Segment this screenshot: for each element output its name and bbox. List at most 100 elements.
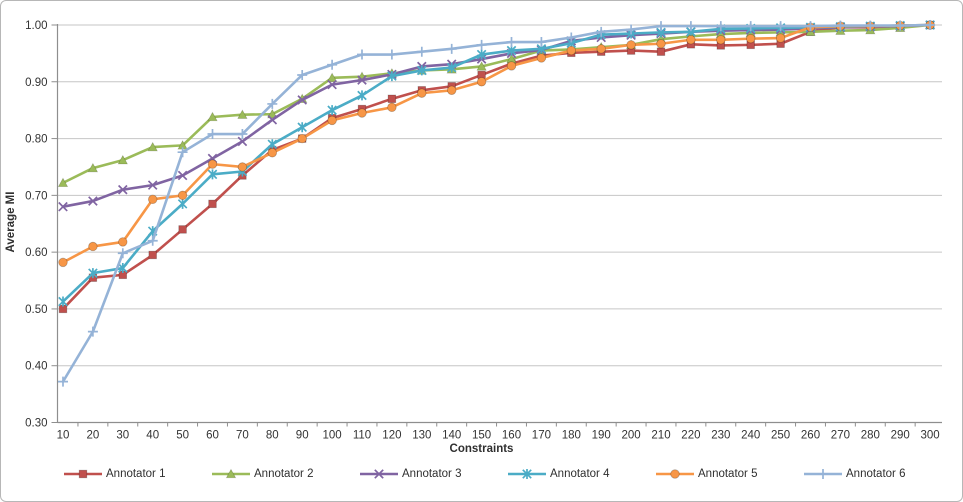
legend-label-annotator-5: Annotator 5 <box>698 468 758 480</box>
series-line-annotator-2 <box>61 23 932 185</box>
marker-annotator-5 <box>387 102 397 113</box>
x-axis-title: Constraints <box>449 443 514 455</box>
marker-annotator-5 <box>476 77 487 87</box>
legend-label-annotator-3: Annotator 3 <box>402 468 462 480</box>
legend-glyph-annotator-5 <box>670 469 680 479</box>
marker-annotator-5 <box>147 194 158 205</box>
marker-annotator-6 <box>177 147 188 158</box>
legend-marker-annotator-3 <box>360 469 398 479</box>
legend-label-annotator-6: Annotator 6 <box>846 468 906 480</box>
marker-annotator-3 <box>327 79 337 90</box>
marker-annotator-3 <box>58 201 68 212</box>
marker-annotator-6 <box>117 248 128 259</box>
marker-annotator-5 <box>207 159 218 169</box>
marker-annotator-2 <box>207 111 218 122</box>
marker-annotator-2 <box>326 72 338 82</box>
x-tick-label: 60 <box>206 430 219 442</box>
marker-annotator-6 <box>626 24 637 35</box>
x-tick-label: 50 <box>176 430 189 442</box>
marker-annotator-6 <box>835 20 846 31</box>
y-axis-title: Average MI <box>5 191 17 253</box>
x-tick-label: 140 <box>442 430 461 442</box>
marker-annotator-1 <box>178 225 187 234</box>
legend-item-annotator-3: Annotator 3 <box>359 467 507 481</box>
marker-annotator-4 <box>387 71 397 82</box>
legend-marker-annotator-6 <box>804 469 842 479</box>
marker-annotator-4 <box>506 45 517 56</box>
marker-annotator-5 <box>417 88 427 98</box>
marker-annotator-2 <box>87 162 99 173</box>
legend-glyph-annotator-6 <box>818 469 828 479</box>
x-tick-label: 280 <box>861 430 880 442</box>
marker-annotator-6 <box>715 21 726 32</box>
marker-annotator-6 <box>775 21 786 32</box>
x-tick-label: 270 <box>831 430 850 442</box>
marker-annotator-4 <box>58 296 68 307</box>
y-tick-label: 0.60 <box>25 247 47 259</box>
marker-annotator-5 <box>327 115 337 126</box>
marker-annotator-5 <box>357 108 367 118</box>
marker-annotator-5 <box>267 148 278 158</box>
x-tick-label: 290 <box>891 430 910 442</box>
legend-item-annotator-6: Annotator 6 <box>803 467 951 481</box>
marker-annotator-5 <box>118 237 128 247</box>
marker-annotator-6 <box>416 46 427 57</box>
x-tick-label: 40 <box>146 430 159 442</box>
legend-item-annotator-2: Annotator 2 <box>211 467 359 481</box>
marker-annotator-6 <box>476 39 487 50</box>
marker-annotator-3 <box>117 184 128 195</box>
legend-marker-annotator-1 <box>64 469 102 479</box>
x-tick-label: 180 <box>562 430 581 442</box>
marker-annotator-5 <box>686 35 696 45</box>
marker-annotator-6 <box>566 32 577 43</box>
x-tick-label: 150 <box>472 430 491 442</box>
marker-annotator-5 <box>297 133 307 144</box>
marker-annotator-3 <box>357 75 367 85</box>
marker-annotator-5 <box>536 53 547 63</box>
x-tick-label: 10 <box>57 430 70 442</box>
x-tick-label: 120 <box>382 430 401 442</box>
marker-annotator-1 <box>656 47 666 56</box>
marker-annotator-2 <box>147 141 158 152</box>
x-tick-label: 240 <box>741 430 760 442</box>
marker-annotator-4 <box>416 65 427 76</box>
marker-annotator-4 <box>327 105 337 116</box>
marker-annotator-6 <box>506 37 517 48</box>
marker-annotator-3 <box>237 136 248 147</box>
marker-annotator-3 <box>297 95 308 105</box>
marker-annotator-4 <box>446 62 457 73</box>
marker-annotator-1 <box>148 250 157 260</box>
marker-annotator-5 <box>775 33 786 43</box>
x-tick-label: 110 <box>353 430 371 442</box>
legend-label-annotator-4: Annotator 4 <box>550 468 610 480</box>
x-tick-label: 300 <box>921 430 940 442</box>
legend-marker-annotator-2 <box>212 468 250 479</box>
legend-glyph-annotator-1 <box>78 469 88 479</box>
x-tick-label: 130 <box>412 430 431 442</box>
marker-annotator-6 <box>865 20 876 31</box>
x-tick-label: 100 <box>323 430 342 442</box>
marker-annotator-5 <box>596 44 606 54</box>
marker-annotator-5 <box>746 33 756 44</box>
marker-annotator-6 <box>656 21 666 32</box>
marker-annotator-2 <box>117 154 128 165</box>
marker-annotator-6 <box>357 49 367 60</box>
marker-annotator-6 <box>685 21 696 32</box>
marker-annotator-5 <box>177 190 188 201</box>
marker-annotator-3 <box>267 115 278 125</box>
legend-glyph-annotator-4 <box>522 469 532 479</box>
legend-item-annotator-4: Annotator 4 <box>507 467 655 481</box>
marker-annotator-5 <box>237 162 248 172</box>
marker-annotator-5 <box>88 241 98 252</box>
marker-annotator-6 <box>446 43 457 54</box>
legend-marker-annotator-5 <box>656 469 694 479</box>
marker-annotator-4 <box>297 122 308 133</box>
marker-annotator-6 <box>267 98 278 109</box>
series-line-annotator-5 <box>61 23 932 264</box>
y-tick-label: 0.40 <box>25 361 47 373</box>
x-tick-label: 80 <box>266 430 279 442</box>
x-tick-label: 20 <box>87 430 100 442</box>
marker-annotator-2 <box>476 61 487 71</box>
marker-annotator-5 <box>566 45 577 56</box>
